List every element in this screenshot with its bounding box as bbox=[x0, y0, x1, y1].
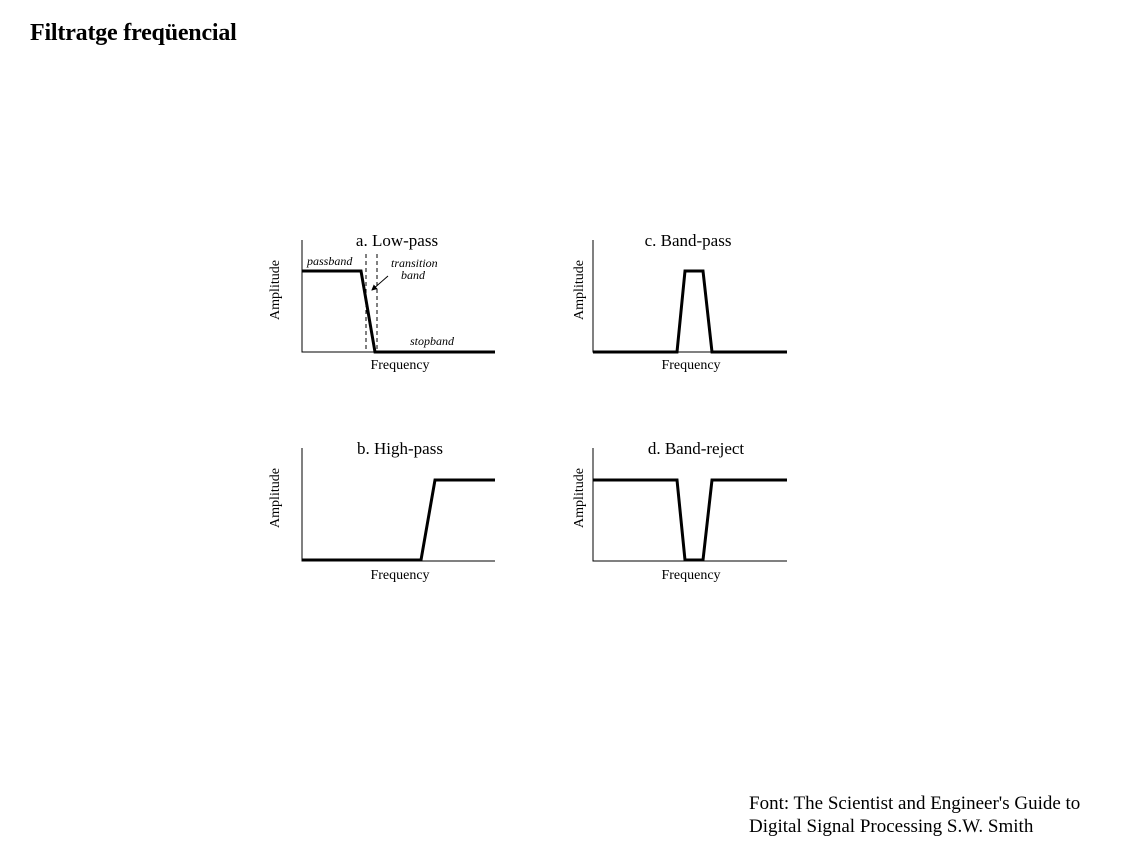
panel-title: c. Band-pass bbox=[645, 231, 732, 250]
x-axis-label: Frequency bbox=[370, 568, 429, 583]
x-axis-label: Frequency bbox=[661, 358, 720, 373]
band-label: band bbox=[401, 268, 426, 282]
y-axis-label: Amplitude bbox=[268, 468, 283, 528]
y-axis-label: Amplitude bbox=[572, 468, 587, 528]
x-axis-label: Frequency bbox=[661, 568, 720, 583]
page-title: Filtratge freqüencial bbox=[30, 20, 237, 46]
axes bbox=[592, 448, 787, 562]
panel-title: d. Band-reject bbox=[648, 439, 745, 458]
x-axis-label: Frequency bbox=[370, 358, 429, 373]
y-axis-label: Amplitude bbox=[268, 260, 283, 320]
panel-low-pass: a. Low-pass passband transition band sto… bbox=[268, 231, 495, 373]
passband-label: passband bbox=[306, 254, 353, 268]
filter-types-figure: a. Low-pass passband transition band sto… bbox=[255, 222, 815, 592]
band-reject-response-curve bbox=[593, 478, 787, 562]
axes bbox=[301, 448, 495, 562]
source-line-1: Font: The Scientist and Engineer's Guide… bbox=[749, 793, 1081, 814]
panel-title: a. Low-pass bbox=[356, 231, 438, 250]
low-pass-response-curve bbox=[302, 269, 495, 354]
band-pass-response-curve bbox=[593, 269, 787, 354]
source-citation: Font: The Scientist and Engineer's Guide… bbox=[749, 792, 1080, 838]
source-line-2: Digital Signal Processing S.W. Smith bbox=[749, 816, 1034, 837]
panel-band-pass: c. Band-pass Frequency Amplitude bbox=[572, 231, 787, 373]
y-axis-label: Amplitude bbox=[572, 260, 587, 320]
stopband-label: stopband bbox=[410, 334, 455, 348]
panel-high-pass: b. High-pass Frequency Amplitude bbox=[268, 439, 495, 583]
panel-title: b. High-pass bbox=[357, 439, 443, 458]
transition-arrow bbox=[371, 275, 389, 291]
panel-band-reject: d. Band-reject Frequency Amplitude bbox=[572, 439, 787, 583]
transition-label: transition bbox=[391, 256, 438, 270]
axes bbox=[592, 240, 787, 353]
high-pass-response-curve bbox=[302, 478, 495, 562]
